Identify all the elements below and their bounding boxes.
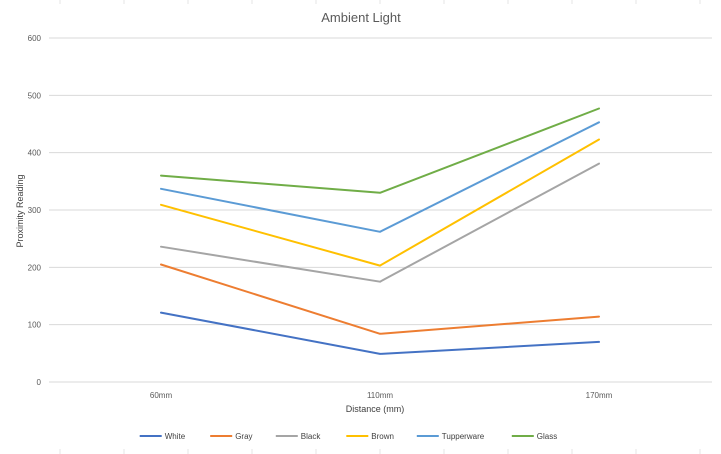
series-line-black	[160, 162, 600, 283]
series-line-glass	[160, 107, 600, 194]
series-line-white	[160, 311, 600, 355]
y-tick-label: 200	[28, 263, 42, 272]
y-tick-label: 400	[28, 149, 42, 158]
legend-label-gray: Gray	[235, 432, 252, 441]
series-line-brown	[160, 138, 600, 267]
y-tick-label: 0	[37, 378, 42, 387]
y-axis-title: Proximity Reading	[15, 174, 25, 247]
series-line-gray	[160, 263, 600, 335]
legend-label-glass: Glass	[537, 432, 557, 441]
legend: White Gray Black Brown Tupperware Glass	[139, 432, 557, 441]
y-tick-label: 100	[28, 321, 42, 330]
x-axis-ticks: 60mm 110mm 170mm	[150, 391, 613, 400]
x-axis-title: Distance (mm)	[346, 404, 405, 414]
gridlines	[49, 37, 712, 383]
series-lines	[160, 107, 600, 355]
x-tick-label: 60mm	[150, 391, 173, 400]
series-line-tupperware	[160, 121, 600, 233]
x-tick-label: 170mm	[586, 391, 613, 400]
chart-title: Ambient Light	[321, 10, 401, 25]
y-axis-ticks: 0 100 200 300 400 500 600	[28, 34, 42, 387]
y-tick-label: 300	[28, 206, 42, 215]
legend-label-brown: Brown	[371, 432, 394, 441]
legend-label-white: White	[165, 432, 186, 441]
x-tick-label: 110mm	[367, 391, 393, 400]
y-tick-label: 500	[28, 91, 42, 100]
legend-label-black: Black	[301, 432, 322, 441]
legend-label-tupperware: Tupperware	[442, 432, 485, 441]
y-tick-label: 600	[28, 34, 42, 43]
